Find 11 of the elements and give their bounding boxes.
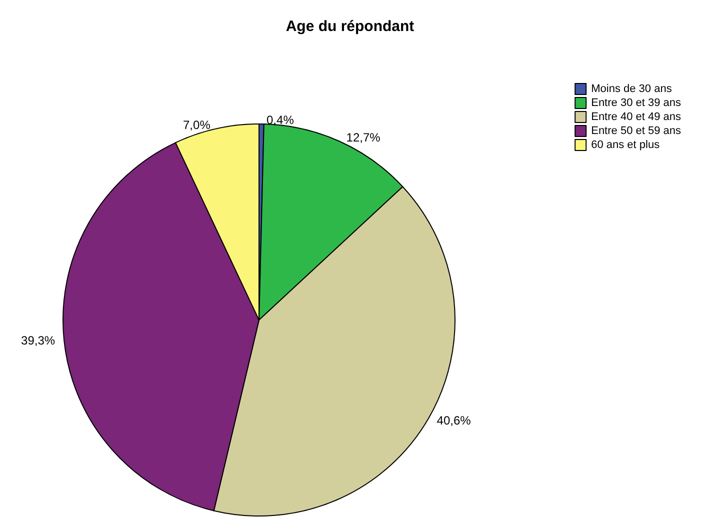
- data-label: 0,4%: [266, 113, 294, 128]
- legend-label: Entre 30 et 39 ans: [591, 97, 682, 109]
- data-label: 12,7%: [346, 130, 381, 145]
- data-label: 39,3%: [21, 334, 56, 348]
- chart-title: Age du répondant: [286, 18, 414, 35]
- data-label: 40,6%: [436, 414, 472, 428]
- legend-label: Moins de 30 ans: [591, 83, 672, 95]
- data-label: 7,0%: [183, 118, 211, 132]
- legend-label: Entre 40 et 49 ans: [591, 111, 682, 123]
- legend-label: Entre 50 et 59 ans: [591, 125, 682, 137]
- legend-label: 60 ans et plus: [591, 139, 660, 151]
